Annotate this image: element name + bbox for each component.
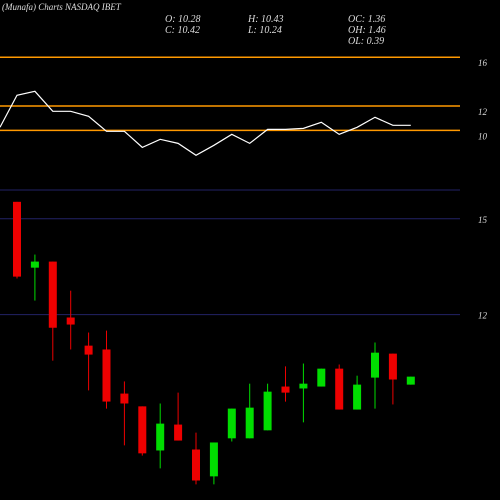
- candle-body: [227, 408, 236, 439]
- candle-body: [13, 201, 21, 277]
- candle-body: [353, 384, 362, 410]
- candle-body: [66, 317, 75, 325]
- candle-body: [156, 423, 165, 451]
- candle-body: [209, 442, 218, 477]
- y-tick-label: 15: [478, 215, 488, 225]
- ohlc-info: C: 10.42: [165, 25, 200, 36]
- indicator-line: [0, 90, 411, 156]
- ohlc-info: O: 10.28: [165, 14, 201, 25]
- candle-body: [102, 349, 111, 402]
- candle-body: [192, 449, 200, 481]
- candle-body: [371, 352, 379, 378]
- y-tick-label: 16: [478, 58, 488, 68]
- ohlc-info: H: 10.43: [247, 14, 284, 25]
- candle-body: [245, 407, 254, 439]
- candle-body: [335, 368, 344, 410]
- candle-body: [120, 393, 129, 404]
- y-tick-label: 10: [478, 131, 488, 141]
- candle-body: [30, 261, 39, 268]
- candle-body: [406, 376, 415, 385]
- candle-body: [281, 386, 290, 393]
- candle-body: [317, 368, 326, 387]
- candle-body: [138, 406, 147, 454]
- candle-body: [263, 391, 272, 431]
- candle-body: [48, 261, 57, 328]
- chart-title: (Munafa) Charts NASDAQ IBET: [2, 2, 122, 12]
- y-tick-label: 12: [478, 107, 488, 117]
- ohlc-info: OL: 0.39: [348, 36, 384, 47]
- ohlc-info: OC: 1.36: [348, 14, 385, 25]
- ohlc-info: L: 10.24: [247, 25, 282, 36]
- candle-body: [299, 383, 308, 389]
- candle-body: [84, 345, 93, 355]
- candle-body: [174, 424, 183, 441]
- y-tick-label: 12: [478, 311, 488, 321]
- ohlc-info: OH: 1.46: [348, 25, 386, 36]
- candle-body: [388, 353, 397, 380]
